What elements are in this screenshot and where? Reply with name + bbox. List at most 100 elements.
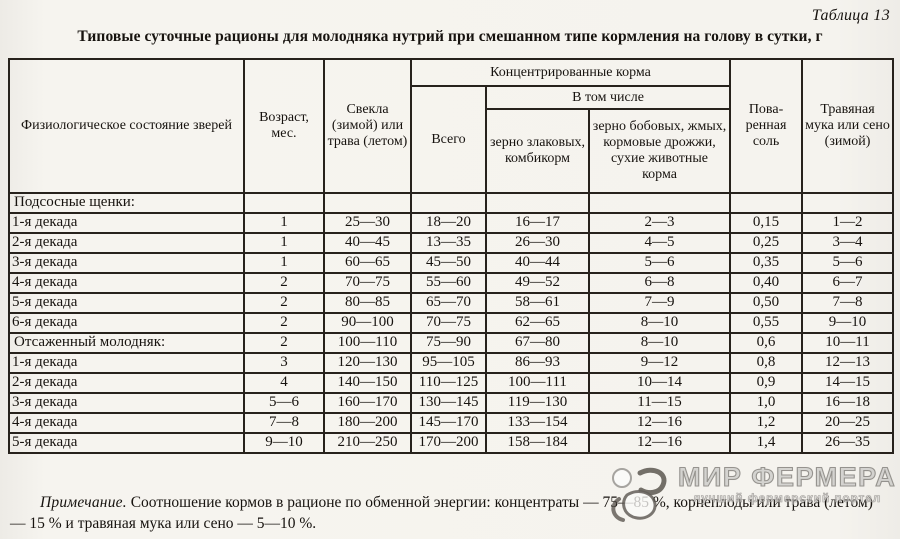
value-cell: 4 [243, 372, 325, 394]
value-cell: 90—100 [323, 312, 412, 334]
value-cell: 12—13 [801, 352, 895, 374]
value-cell: 130—145 [410, 392, 487, 414]
value-cell: 65—70 [410, 292, 487, 314]
value-cell: 14—15 [801, 372, 895, 394]
value-cell: 49—52 [485, 272, 590, 294]
col-header-cereal-grain: зерно злаковых, комбикорм [485, 108, 590, 194]
value-cell: 12—16 [587, 412, 732, 434]
table-row: 3-я декада 5—6 160—170 130—145 119—130 11—15 1… [8, 392, 895, 414]
page-title: Типовые суточные рационы для молодняка н… [77, 28, 823, 45]
value-cell: 86—93 [485, 352, 590, 374]
value-cell: 133—154 [485, 412, 590, 434]
value-cell: 70—75 [410, 312, 487, 334]
value-cell: 0,50 [729, 292, 804, 314]
value-cell: 9—10 [243, 432, 325, 454]
table-row: 5-я декада 2 80—85 65—70 58—61 7—9 0,50 7—8 [8, 292, 895, 314]
row-label-cell: 5-я декада [8, 432, 245, 454]
value-cell: 160—170 [323, 392, 412, 414]
value-cell: 20—25 [801, 412, 895, 434]
value-cell: 9—10 [801, 312, 895, 334]
value-cell: 3 [243, 352, 325, 374]
value-cell: 6—8 [587, 272, 732, 294]
table-row: 2-я декада 1 40—45 13—35 26—30 4—5 0,25 3—4 [8, 232, 895, 254]
value-cell [801, 192, 895, 214]
value-cell: 6—7 [801, 272, 895, 294]
value-cell: 119—130 [485, 392, 590, 414]
col-header-salt: Пова-ренная соль [729, 58, 804, 194]
value-cell: 12—16 [587, 432, 732, 454]
value-cell: 210—250 [323, 432, 412, 454]
value-cell: 80—85 [323, 292, 412, 314]
value-cell: 0,9 [729, 372, 804, 394]
value-cell: 0,15 [729, 212, 804, 234]
value-cell: 3—4 [801, 232, 895, 254]
value-cell: 2—3 [587, 212, 732, 234]
table-row: Отсаженный молодняк: 2 100—110 75—90 67—80 8—… [8, 332, 895, 354]
value-cell: 120—130 [323, 352, 412, 374]
value-cell [729, 192, 804, 214]
value-cell: 1 [243, 232, 325, 254]
row-label-cell: 4-я декада [8, 412, 245, 434]
col-group-concentrated-feed: Концентрированные корма [409, 58, 732, 87]
value-cell: 0,35 [729, 252, 804, 274]
row-label-cell: 1-я декада [8, 352, 245, 374]
value-cell: 2 [243, 312, 325, 334]
watermark-title: МИР ФЕРМЕРА [677, 462, 897, 492]
value-cell: 110—125 [410, 372, 487, 394]
value-cell: 0,40 [729, 272, 804, 294]
table-row: 5-я декада 9—10 210—250 170—200 158—184 12—16… [8, 432, 895, 454]
value-cell: 60—65 [323, 252, 412, 274]
table-row: 4-я декада 7—8 180—200 145—170 133—154 12—16 1… [8, 412, 895, 434]
footnote-text: Соотношение кормов в рационе по обменной… [10, 494, 873, 533]
value-cell: 5—6 [801, 252, 895, 274]
value-cell: 2 [243, 272, 325, 294]
value-cell: 7—8 [243, 412, 325, 434]
value-cell: 1,0 [729, 392, 804, 414]
value-cell: 95—105 [410, 352, 487, 374]
row-label-cell: 5-я декада [8, 292, 245, 314]
table-row: 4-я декада 2 70—75 55—60 49—52 6—8 0,40 6—7 [8, 272, 895, 294]
table-row: 1-я декада 3 120—130 95—105 86—93 9—12 0,8 12—1… [8, 352, 895, 374]
value-cell: 16—17 [485, 212, 590, 234]
value-cell: 1 [243, 212, 325, 234]
value-cell: 40—44 [485, 252, 590, 274]
value-cell: 7—9 [587, 292, 732, 314]
value-cell [410, 192, 487, 214]
ration-table: Физиологическое состояние зверей Возраст… [8, 58, 895, 454]
table-row: 2-я декада 4 140—150 110—125 100—111 10—14 0,9… [8, 372, 895, 394]
col-header-age: Возраст, мес. [243, 58, 325, 194]
value-cell: 75—90 [410, 332, 487, 354]
value-cell: 58—61 [485, 292, 590, 314]
value-cell: 18—20 [410, 212, 487, 234]
table-row: 6-я декада 2 90—100 70—75 62—65 8—10 0,55 9—10 [8, 312, 895, 334]
col-header-legume-grain: зерно бобовых, жмых, кормовые дрожжи, су… [587, 108, 732, 194]
value-cell: 1,4 [729, 432, 804, 454]
value-cell: 100—110 [323, 332, 412, 354]
value-cell [323, 192, 412, 214]
value-cell: 9—12 [587, 352, 732, 374]
value-cell: 67—80 [485, 332, 590, 354]
value-cell: 5—6 [243, 392, 325, 414]
value-cell: 26—35 [801, 432, 895, 454]
footnote-label: Примечание. [40, 494, 127, 511]
row-label-cell: 3-я декада [8, 392, 245, 414]
value-cell: 5—6 [587, 252, 732, 274]
section-label-cell: Подсосные щенки: [8, 192, 245, 214]
section-label-cell: Отсаженный молодняк: [8, 332, 245, 354]
value-cell: 158—184 [485, 432, 590, 454]
value-cell: 1—2 [801, 212, 895, 234]
row-label-cell: 2-я декада [8, 232, 245, 254]
value-cell: 1 [243, 252, 325, 274]
value-cell: 16—18 [801, 392, 895, 414]
value-cell: 8—10 [587, 332, 732, 354]
value-cell: 145—170 [410, 412, 487, 434]
value-cell: 10—14 [587, 372, 732, 394]
value-cell: 45—50 [410, 252, 487, 274]
value-cell: 13—35 [410, 232, 487, 254]
footnote: Примечание. Соотношение кормов в рационе… [10, 492, 882, 535]
value-cell: 8—10 [587, 312, 732, 334]
row-label-cell: 4-я декада [8, 272, 245, 294]
value-cell: 55—60 [410, 272, 487, 294]
value-cell: 26—30 [485, 232, 590, 254]
